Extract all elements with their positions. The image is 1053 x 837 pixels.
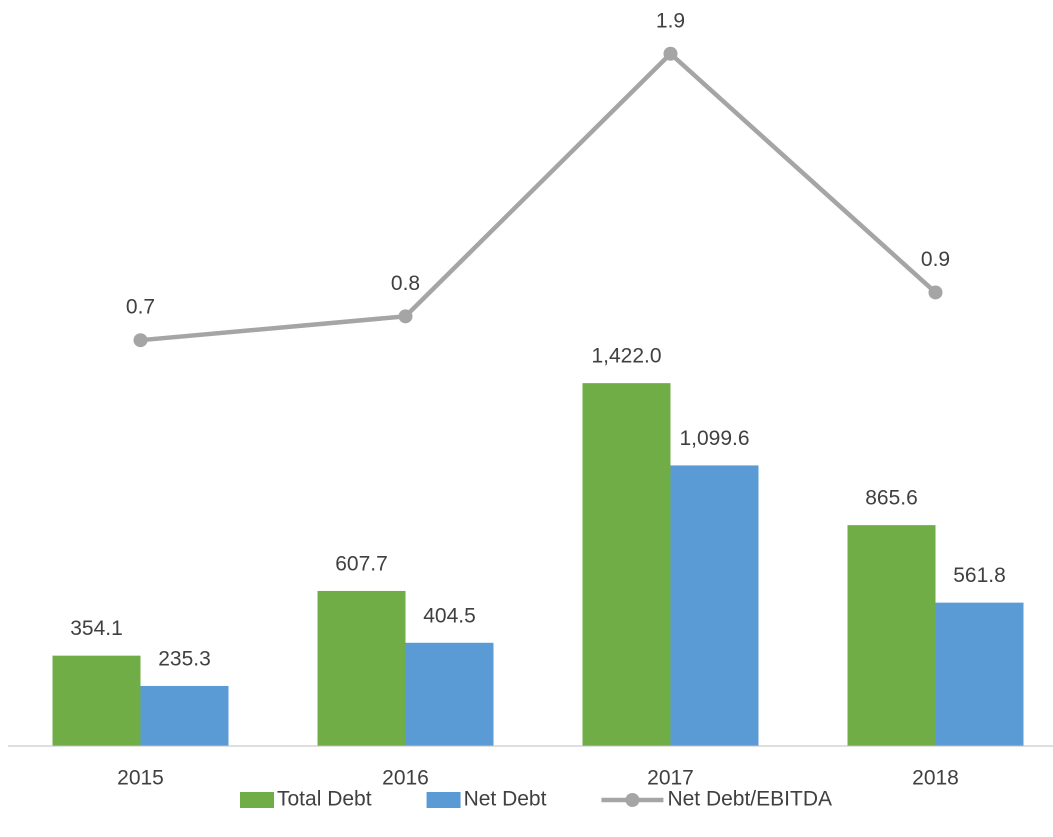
bar xyxy=(935,602,1024,746)
x-tick-label: 2018 xyxy=(912,767,959,790)
bar xyxy=(140,685,229,746)
line xyxy=(140,50,938,343)
data-label: 1.9 xyxy=(656,9,685,32)
data-label: 0.8 xyxy=(391,272,420,295)
bar xyxy=(847,525,936,746)
line-marker xyxy=(928,285,943,300)
data-label: 865.6 xyxy=(865,487,918,510)
legend-swatch xyxy=(625,793,640,807)
line-marker xyxy=(663,46,678,61)
data-label: 235.3 xyxy=(158,648,211,671)
x-tick-label: 2016 xyxy=(382,767,429,790)
x-tick-label: 2015 xyxy=(117,767,164,790)
data-label: 607.7 xyxy=(335,552,388,575)
legend-label: Net Debt xyxy=(464,788,547,811)
legend-swatch xyxy=(426,792,461,808)
line-marker xyxy=(398,309,413,324)
data-label: 1,422.0 xyxy=(591,345,661,368)
bar xyxy=(52,655,141,746)
x-tick-label: 2017 xyxy=(647,767,694,790)
bar xyxy=(582,383,671,746)
data-label: 561.8 xyxy=(953,564,1006,587)
data-label: 354.1 xyxy=(70,617,123,640)
data-label: 404.5 xyxy=(423,604,476,627)
data-label: 1,099.6 xyxy=(679,427,749,450)
bar xyxy=(405,642,494,746)
legend-swatch xyxy=(240,792,274,808)
data-label: 0.7 xyxy=(126,296,155,319)
legend-label: Net Debt/EBITDA xyxy=(667,788,832,811)
bar xyxy=(317,590,406,746)
legend-label: Total Debt xyxy=(277,788,372,811)
data-label: 0.9 xyxy=(921,248,950,271)
line-marker xyxy=(133,333,148,348)
bar xyxy=(670,465,759,746)
